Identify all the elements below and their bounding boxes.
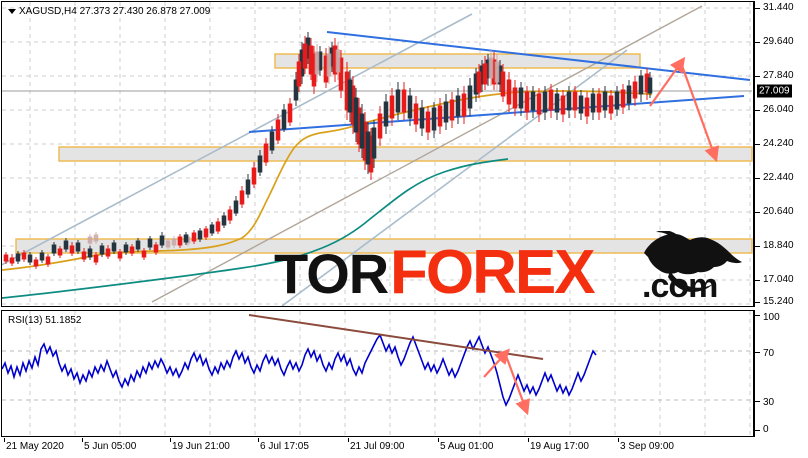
rsi-line	[2, 333, 597, 407]
price-tick-label: 31.440	[763, 2, 794, 13]
forecast-arrows-rsi	[483, 348, 530, 416]
forecast-arrows-price	[649, 56, 719, 163]
price-chart-canvas	[2, 2, 753, 306]
rsi-header-label: RSI(13) 51.1852	[8, 315, 82, 326]
rsi-tick-label: 30	[763, 397, 775, 408]
price-tick-label: 20.640	[763, 206, 794, 217]
price-tick-label: 18.840	[763, 240, 794, 251]
chart-header: XAGUSD,H4 27.373 27.430 26.878 27.009	[8, 6, 210, 17]
rsi-chart-canvas	[2, 311, 752, 436]
time-axis: 21 May 2020 5 Jun 05:00 19 Jun 21:00 6 J…	[0, 438, 808, 458]
symbol-ohlc-label: XAGUSD,H4 27.373 27.430 26.878 27.009	[19, 6, 211, 17]
price-chart-pane[interactable]: XAGUSD,H4 27.373 27.430 26.878 27.009	[1, 1, 753, 307]
price-tick-label: 15.240	[763, 296, 794, 307]
rsi-indicator-pane[interactable]: RSI(13) 51.1852	[1, 310, 753, 437]
triangle-down-icon[interactable]	[8, 8, 16, 14]
trendline-blue-lower	[248, 95, 745, 133]
price-tick-label: 26.040	[763, 104, 794, 115]
time-tick-label: 3 Sep 09:00	[620, 441, 674, 452]
time-tick-label: 5 Jun 05:00	[84, 441, 137, 452]
ma-slow-line	[2, 158, 509, 299]
trendline-tan-major	[151, 5, 703, 303]
price-axis: 31.440 29.640 27.840 26.040 24.240 22.44…	[753, 1, 807, 307]
price-tick-label: 17.040	[763, 274, 794, 285]
forecast-arrow-down-rsi	[503, 352, 530, 416]
candlestick-series	[3, 32, 653, 269]
current-price-badge: 27.009	[757, 84, 792, 98]
rsi-tick-label: 100	[763, 312, 780, 323]
rsi-tick-label: 70	[763, 348, 775, 359]
forecast-arrow-up-price	[649, 56, 686, 107]
time-tick-label: 6 Jul 17:05	[260, 441, 309, 452]
support-band-mid	[58, 146, 753, 162]
price-tick-label: 22.440	[763, 172, 794, 183]
rsi-level-lines	[2, 350, 752, 401]
time-tick-label: 5 Aug 01:00	[440, 441, 494, 452]
rsi-axis: 100 70 30 0	[753, 310, 807, 437]
support-resistance-bands	[15, 53, 753, 254]
rsi-tick-label: 0	[763, 424, 769, 435]
trendline-gray-major	[2, 13, 473, 266]
forecast-arrow-up-rsi	[483, 348, 510, 378]
time-tick-label: 21 Jul 09:00	[350, 441, 405, 452]
time-tick-label: 21 May 2020	[6, 441, 64, 452]
support-band-lower	[15, 238, 753, 254]
ma-fast-line	[2, 90, 653, 271]
price-tick-label: 27.840	[763, 70, 794, 81]
price-tick-label: 29.640	[763, 36, 794, 47]
time-tick-label: 19 Aug 17:00	[530, 441, 589, 452]
forecast-arrow-down-price	[678, 59, 719, 163]
time-tick-label: 19 Jun 21:00	[172, 441, 230, 452]
price-tick-label: 24.240	[763, 138, 794, 149]
